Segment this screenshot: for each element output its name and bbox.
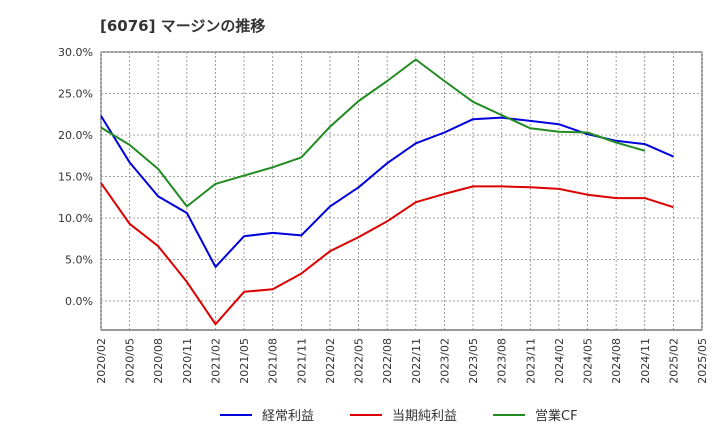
y-axis-ticks: 30.0% 25.0% 20.0% 15.0% 10.0% 5.0% 0.0% <box>58 46 93 308</box>
x-tick-label: 2020/05 <box>124 338 137 384</box>
x-tick-label: 2024/05 <box>582 338 595 384</box>
y-tick-label: 10.0% <box>58 212 93 225</box>
legend-label: 営業CF <box>535 408 578 424</box>
x-tick-label: 2023/11 <box>524 338 537 384</box>
chart-title: [6076] マージンの推移 <box>100 17 265 35</box>
y-tick-label: 5.0% <box>65 253 93 266</box>
y-tick-label: 20.0% <box>58 129 93 142</box>
series-line <box>100 115 674 268</box>
legend-label: 経常利益 <box>262 409 314 424</box>
y-tick-label: 25.0% <box>58 87 93 100</box>
series-line <box>100 182 674 326</box>
legend: 経常利益 当期純利益 営業CF <box>220 408 578 424</box>
x-tick-label: 2022/11 <box>410 338 423 384</box>
y-tick-label: 30.0% <box>58 46 93 59</box>
y-tick-label: 15.0% <box>58 170 93 183</box>
x-tick-label: 2024/02 <box>553 338 566 384</box>
x-tick-label: 2021/08 <box>267 338 280 384</box>
y-tick-label: 0.0% <box>65 295 93 308</box>
x-tick-label: 2023/05 <box>467 338 480 384</box>
series-line <box>100 58 646 208</box>
x-tick-label: 2024/08 <box>610 338 623 384</box>
x-tick-label: 2021/05 <box>238 338 251 384</box>
x-tick-label: 2022/08 <box>381 338 394 384</box>
x-tick-label: 2021/02 <box>209 338 222 384</box>
x-tick-label: 2025/02 <box>667 338 680 384</box>
x-axis-ticks: 2020/02 2020/05 2020/08 2020/11 2021/02 2021/… <box>95 338 709 384</box>
x-tick-label: 2023/02 <box>438 338 451 384</box>
x-tick-label: 2020/02 <box>95 338 108 384</box>
plot-area <box>100 51 703 331</box>
x-tick-label: 2025/05 <box>696 338 709 384</box>
legend-label: 当期純利益 <box>392 409 457 424</box>
plot-frame <box>100 51 703 331</box>
x-tick-label: 2020/11 <box>181 338 194 384</box>
series-lines <box>100 58 674 326</box>
x-tick-label: 2020/08 <box>152 338 165 384</box>
x-tick-label: 2022/05 <box>353 338 366 384</box>
x-tick-label: 2021/11 <box>295 338 308 384</box>
grid-lines <box>100 51 703 330</box>
x-tick-label: 2024/11 <box>639 338 652 384</box>
x-tick-label: 2022/02 <box>324 338 337 384</box>
x-tick-label: 2023/08 <box>496 338 509 384</box>
